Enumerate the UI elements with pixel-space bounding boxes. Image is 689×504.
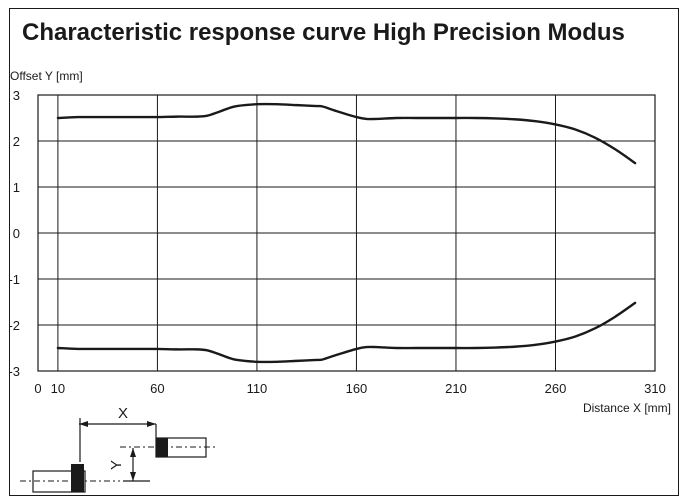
y-arrow-bottom: [130, 472, 136, 481]
x-tick-label: 310: [644, 381, 666, 396]
x-tick-label: 110: [247, 381, 268, 396]
x-tick-label: 10: [51, 381, 65, 396]
sensor-diagram: X Y: [20, 405, 215, 493]
plot-area: [37, 94, 656, 372]
y-tick-label: -3: [8, 364, 20, 379]
chart-frame: [9, 8, 679, 496]
x-arrow-left: [79, 421, 88, 427]
y-tick-label: 3: [13, 88, 20, 103]
y-tick-label: 1: [13, 180, 20, 195]
x-tick-label: 210: [445, 381, 467, 396]
y-dimension-label: Y: [108, 460, 125, 470]
series-line-upper: [56, 102, 637, 165]
series-line-lower: [56, 301, 637, 364]
y-tick-label: -1: [8, 272, 20, 287]
x-tick-label: 260: [545, 381, 567, 396]
y-axis-label: Offset Y [mm]: [10, 69, 83, 83]
series-lines: [56, 102, 637, 364]
y-tick-label: 0: [13, 226, 20, 241]
x-tick-label: 160: [346, 381, 368, 396]
x-tick-label: 0: [34, 381, 41, 396]
grid-lines: [38, 95, 655, 371]
sensor-emitter: [71, 464, 84, 492]
x-dimension-label: X: [118, 405, 128, 422]
x-axis-label: Distance X [mm]: [583, 401, 671, 415]
x-tick-label: 60: [150, 381, 164, 396]
y-tick-label: -2: [8, 318, 20, 333]
y-tick-label: 2: [13, 134, 20, 149]
x-arrow-right: [147, 421, 156, 427]
chart-title: Characteristic response curve High Preci…: [22, 19, 625, 46]
y-arrow-top: [130, 448, 136, 457]
